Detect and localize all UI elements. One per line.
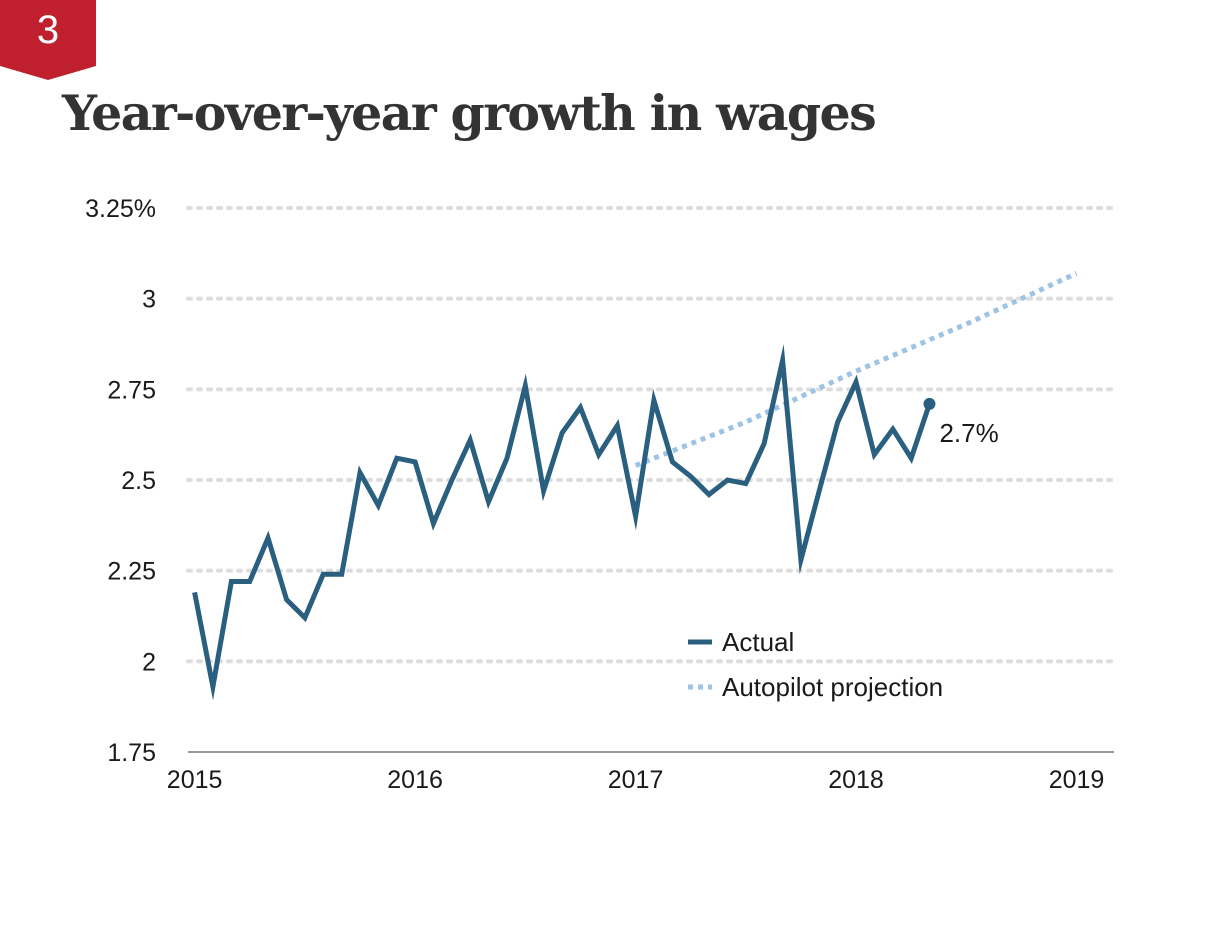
y-tick-label: 2.5 (121, 467, 156, 495)
x-tick-label: 2018 (828, 766, 884, 794)
series-line-projection (634, 271, 1078, 468)
legend-label: Autopilot projection (722, 672, 943, 702)
y-axis-tick-labels: 1.75 2 2.25 2.5 2.75 3 3.25% (85, 195, 156, 767)
y-tick-label: 2.25 (107, 558, 156, 586)
chart-title: Year-over-year growth in wages (62, 84, 877, 142)
annotations: 2.7% (923, 397, 999, 448)
figure-number-badge: 3 (0, 0, 96, 82)
legend-label: Actual (722, 627, 794, 657)
series-lines (192, 271, 1078, 701)
badge-shape (0, 0, 96, 80)
x-tick-label: 2015 (167, 766, 223, 794)
end-point-marker (923, 397, 936, 410)
x-axis-tick-labels: 2015 2016 2017 2018 2019 (167, 766, 1105, 794)
y-tick-label: 3.25% (85, 195, 156, 223)
y-tick-label: 3 (142, 286, 156, 314)
y-tick-label: 2 (142, 648, 156, 676)
figure-number: 3 (36, 8, 60, 52)
y-tick-label: 1.75 (107, 739, 156, 767)
x-tick-label: 2019 (1049, 766, 1105, 794)
gridlines (186, 206, 1116, 664)
end-value-label: 2.7% (939, 418, 998, 448)
series-line-actual (192, 344, 932, 701)
y-tick-label: 2.75 (107, 376, 156, 404)
legend: Actual Autopilot projection (688, 627, 943, 702)
x-tick-label: 2017 (608, 766, 664, 794)
x-tick-label: 2016 (387, 766, 443, 794)
